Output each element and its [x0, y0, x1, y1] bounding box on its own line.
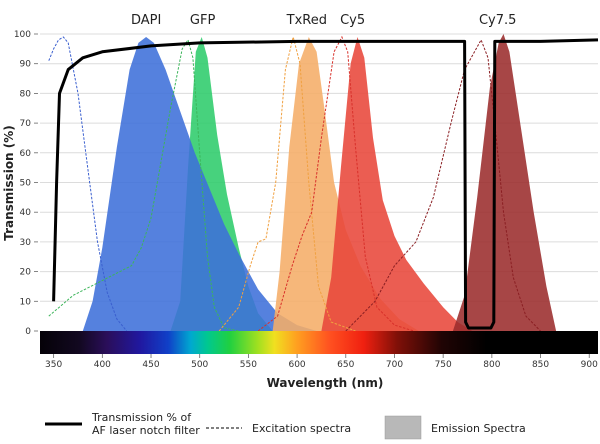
dye-label: Cy5: [340, 13, 365, 28]
dye-label: DAPI: [131, 13, 161, 28]
y-tick-label: 80: [20, 89, 32, 99]
excitation-lines: [48, 35, 541, 332]
wavelength-color-bar: [40, 331, 598, 354]
x-tick-label: 550: [240, 360, 257, 370]
x-axis-label: Wavelength (nm): [267, 376, 384, 390]
x-tick-label: 900: [581, 360, 598, 370]
legend-emission-swatch: [384, 415, 422, 440]
notch-filter-curve: [52, 38, 599, 330]
y-tick-label: 20: [20, 268, 32, 278]
x-tick-label: 450: [142, 360, 159, 370]
emission-area-dapi: [82, 37, 317, 331]
excitation-line-txred: [218, 36, 356, 332]
legend-emission-label: Emission Spectra: [431, 422, 526, 435]
x-tick-label: 700: [386, 360, 403, 370]
legend-excitation-label: Excitation spectra: [252, 422, 351, 435]
y-tick-label: 70: [20, 119, 32, 129]
excitation-line-dapi: [48, 36, 128, 332]
y-tick-label: 10: [20, 297, 32, 307]
emission-area-cy75: [452, 34, 557, 331]
emission-area-txred: [272, 37, 419, 331]
emission-areas: [82, 34, 557, 331]
x-tick-label: 800: [483, 360, 500, 370]
y-tick-label: 60: [20, 149, 32, 159]
x-tick-label: 850: [532, 360, 549, 370]
legend: Transmission % of AF laser notch filter …: [45, 411, 526, 440]
y-tick-label: 90: [20, 60, 32, 70]
dye-label: Cy7.5: [479, 13, 516, 28]
dye-label: TxRed: [286, 13, 327, 28]
y-tick-label: 50: [20, 179, 32, 189]
y-tick-label: 100: [14, 30, 31, 40]
excitation-line-gfp: [48, 38, 239, 332]
x-tick-label: 350: [45, 360, 62, 370]
y-tick-label: 0: [25, 327, 31, 337]
x-tick-label: 600: [288, 360, 305, 370]
y-tick-label: 30: [20, 238, 32, 248]
x-tick-label: 400: [94, 360, 111, 370]
excitation-line-cy5: [257, 35, 415, 332]
y-tick-label: 40: [20, 208, 32, 218]
emission-area-cy5: [321, 37, 473, 331]
y-axis-label: Transmission (%): [2, 125, 16, 241]
notch-filter-line: [52, 38, 599, 330]
x-tick-label: 750: [435, 360, 452, 370]
dye-label: GFP: [190, 13, 216, 28]
x-axis-ticks: 350 400 450 500 550 600 650 700 750 800 850 900: [45, 354, 598, 370]
legend-filter-label-2: AF laser notch filter: [92, 424, 200, 437]
y-axis-ticks: 0 10 20 30 40 50 60 70 80 90 100: [14, 30, 38, 337]
x-tick-label: 650: [337, 360, 354, 370]
x-tick-label: 500: [191, 360, 208, 370]
dye-labels: DAPI GFP TxRed Cy5 Cy7.5: [131, 13, 516, 28]
legend-filter-label-1: Transmission % of: [91, 411, 192, 424]
excitation-line-cy75: [345, 38, 541, 332]
